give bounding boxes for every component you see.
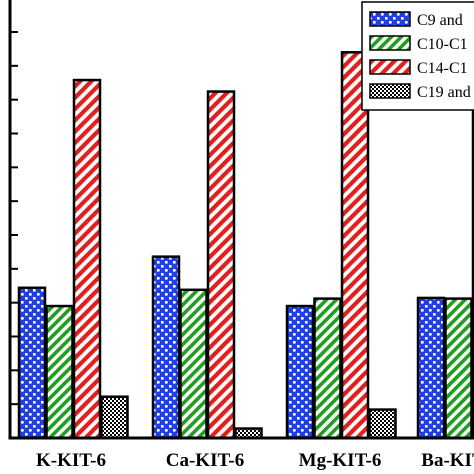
bar-k-kit-6-series-3	[72, 78, 102, 440]
legend-label: C9 and	[417, 12, 463, 29]
legend: C9 and C10-C1 C14-C1 C19 and	[361, 1, 474, 111]
bars-group	[17, 51, 474, 440]
bar-mg-kit-6-series-2	[313, 297, 342, 440]
bar-ca-kit-6-series-3	[206, 90, 236, 440]
legend-swatch	[369, 83, 411, 99]
bar-k-kit-6-series-1	[17, 286, 47, 440]
bar-ca-kit-6-series-2	[179, 288, 208, 440]
bar-k-kit-6-series-2	[45, 304, 74, 440]
legend-swatch	[369, 11, 411, 27]
category-label: Mg-KIT-6	[299, 450, 382, 471]
bar-k-kit-6-series-4	[100, 395, 129, 440]
bar-ba-kit-6-series-2	[444, 297, 473, 440]
bar-ba-kit-6-series-1	[416, 296, 446, 440]
axes-group	[8, 0, 474, 440]
legend-label: C14-C1	[417, 60, 468, 77]
legend-label: C10-C1	[417, 36, 468, 53]
bar-mg-kit-6-series-4	[368, 408, 397, 440]
legend-label: C19 and	[417, 84, 471, 101]
category-label: K-KIT-6	[36, 450, 106, 471]
category-label: Ba-KIT-6	[421, 450, 474, 471]
category-label: Ca-KIT-6	[166, 450, 244, 471]
y-ticks	[10, 31, 18, 439]
legend-swatch	[369, 59, 411, 75]
bar-mg-kit-6-series-1	[285, 304, 315, 440]
category-labels: K-KIT-6 Ca-KIT-6 Mg-KIT-6 Ba-KIT-6	[36, 450, 474, 471]
bar-ca-kit-6-series-1	[151, 255, 181, 440]
legend-swatch	[369, 35, 411, 51]
